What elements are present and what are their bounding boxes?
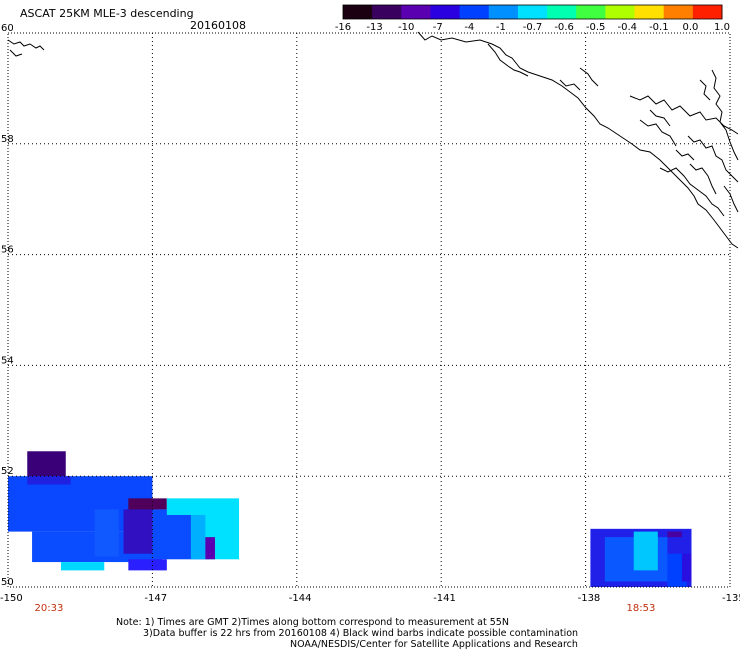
colorbar-frame <box>342 4 723 20</box>
longitude-label: -138 <box>578 593 601 604</box>
colorbar-segment <box>430 5 461 19</box>
colorbar-label: -4 <box>464 22 474 33</box>
coast-islands <box>629 69 739 217</box>
latitude-label: 56 <box>1 245 14 256</box>
colorbar-segment <box>605 5 636 19</box>
map-frame <box>7 32 731 588</box>
latitude-label: 60 <box>1 23 14 34</box>
kenai-coastline <box>487 43 599 91</box>
colorbar-segment <box>372 5 402 19</box>
colorbar-segment <box>488 5 519 19</box>
colorbar-segment <box>401 5 431 19</box>
colorbar-label: 0.0 <box>682 22 698 33</box>
colorbar: -16 -13 -10 -7 -4 -1 -0.7 -0.6 -0.5 -0.4 -0.1 0.0 1.… <box>335 4 730 33</box>
longitude-label: -135 <box>722 593 740 604</box>
colorbar-label: -16 <box>335 22 351 33</box>
longitude-label: -147 <box>144 593 167 604</box>
note-line-3: NOAA/NESDIS/Center for Satellite Applica… <box>290 639 578 650</box>
swath-cell <box>27 476 71 485</box>
colorbar-segment <box>547 5 577 19</box>
colorbar-segment <box>459 5 490 19</box>
top-left-coastline <box>7 39 45 57</box>
longitude-label: -150 <box>0 593 23 604</box>
wind-swaths <box>8 451 692 587</box>
colorbar-label: -0.1 <box>649 22 669 33</box>
colorbar-segment <box>663 5 694 19</box>
colorbar-label: -7 <box>433 22 443 33</box>
latitude-label: 54 <box>1 355 14 366</box>
colorbar-segment <box>692 5 723 19</box>
colorbar-label: -0.7 <box>523 22 543 33</box>
colorbar-label: -0.5 <box>586 22 606 33</box>
colorbar-segment <box>634 5 665 19</box>
colorbar-segment <box>576 5 606 19</box>
graticule <box>8 33 730 587</box>
swath-cell <box>667 531 682 538</box>
swath-cell <box>205 537 215 560</box>
coastline <box>7 31 739 249</box>
colorbar-segment <box>343 5 373 19</box>
map-date: 20160108 <box>190 19 246 32</box>
note-line-2: 3)Data buffer is 22 hrs from 20160108 4)… <box>143 628 579 639</box>
swath-cell <box>128 498 167 510</box>
swath-cell <box>94 509 119 557</box>
colorbar-label: 1.0 <box>714 22 730 33</box>
colorbar-label: -10 <box>398 22 414 33</box>
axis-labels: -150 -147 -144 -141 -138 -135 60 58 56 54 52 50 20:3… <box>0 23 740 614</box>
latitude-label: 50 <box>1 577 14 588</box>
swath-cell <box>128 559 167 571</box>
colorbar-segment <box>517 5 548 19</box>
colorbar-label: -0.4 <box>617 22 637 33</box>
latitude-label: 52 <box>1 466 14 477</box>
time-label: 20:33 <box>35 603 64 614</box>
colorbar-label: -0.6 <box>554 22 574 33</box>
alaska-coastline <box>417 31 739 249</box>
longitude-label: -144 <box>289 593 312 604</box>
longitude-label: -141 <box>433 593 456 604</box>
swath-cell <box>123 509 153 554</box>
swath-cell <box>60 562 105 571</box>
colorbar-label: -13 <box>366 22 382 33</box>
colorbar-label: -1 <box>496 22 506 33</box>
note-line-1: Note: 1) Times are GMT 2)Times along bot… <box>116 617 509 628</box>
swath-cell <box>681 553 692 582</box>
map-title: ASCAT 25KM MLE-3 descending <box>20 7 194 20</box>
swath-cell <box>633 531 658 571</box>
swath-cell <box>166 498 240 515</box>
latitude-label: 58 <box>1 134 14 145</box>
time-label: 18:53 <box>627 603 656 614</box>
